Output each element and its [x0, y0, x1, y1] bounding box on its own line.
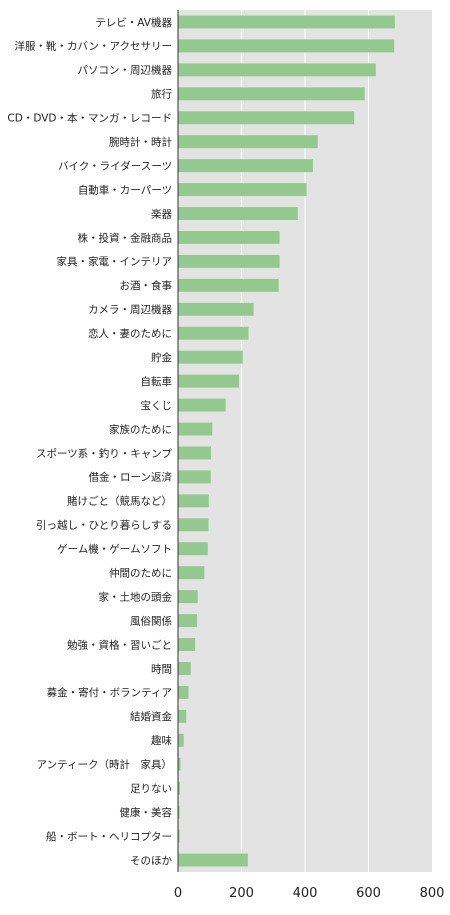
- bar-6: [178, 159, 313, 173]
- bar-10: [178, 254, 280, 268]
- category-label-5: 腕時計・時計: [109, 135, 172, 148]
- bar-34: [178, 829, 180, 843]
- category-label-1: 洋服・靴・カバン・アクセサリー: [15, 40, 173, 53]
- category-label-23: 仲間のために: [109, 566, 172, 579]
- bar-28: [178, 685, 189, 699]
- category-label-11: お酒・食事: [120, 279, 173, 292]
- category-label-13: 恋人・妻のために: [88, 327, 172, 340]
- bar-35: [178, 853, 248, 867]
- category-label-0: テレビ・AV機器: [95, 16, 172, 29]
- bar-20: [178, 494, 209, 508]
- bar-8: [178, 207, 298, 220]
- bar-0: [178, 15, 395, 29]
- category-label-29: 結婚資金: [130, 710, 172, 723]
- category-label-33: 健康・美容: [120, 806, 173, 819]
- bar-16: [178, 398, 226, 412]
- category-label-16: 宝くじ: [141, 399, 173, 412]
- category-label-18: スポーツ系・釣り・キャンプ: [36, 447, 172, 460]
- category-label-30: 趣味: [151, 734, 172, 747]
- category-label-10: 家具・家電・インテリア: [57, 255, 173, 268]
- bar-33: [178, 805, 180, 819]
- bar-29: [178, 709, 187, 723]
- category-label-7: 自動車・カーパーツ: [78, 183, 172, 196]
- bar-22: [178, 542, 208, 556]
- category-label-14: 貯金: [151, 351, 172, 364]
- category-label-24: 家・土地の頭金: [99, 590, 173, 603]
- bar-3: [178, 87, 365, 101]
- bar-27: [178, 662, 191, 675]
- category-label-34: 船・ボート・ヘリコプター: [46, 830, 172, 843]
- category-label-21: 引っ越し・ひとり暮らしする: [36, 519, 172, 532]
- category-label-31: アンティーク（時計 家具）: [37, 758, 172, 771]
- bar-4: [178, 111, 355, 125]
- category-label-8: 楽器: [151, 207, 172, 220]
- bar-24: [178, 590, 198, 604]
- category-label-4: CD・DVD・本・マンガ・レコード: [7, 112, 172, 125]
- category-label-15: 自転車: [141, 375, 173, 388]
- category-label-19: 借金・ローン返済: [89, 471, 173, 484]
- bar-25: [178, 614, 198, 628]
- bar-1: [178, 39, 395, 53]
- category-label-9: 株・投資・金融商品: [78, 231, 173, 244]
- bar-19: [178, 470, 211, 484]
- category-label-17: 家族のために: [109, 423, 172, 436]
- bar-5: [178, 135, 318, 149]
- category-label-6: バイク・ライダースーツ: [58, 159, 172, 172]
- bar-30: [178, 733, 184, 747]
- category-label-2: パソコン・周辺機器: [78, 64, 173, 77]
- bar-13: [178, 326, 249, 340]
- bar-17: [178, 422, 213, 436]
- bar-7: [178, 183, 307, 197]
- x-tick-label-1: 200: [229, 886, 254, 901]
- category-label-3: 旅行: [151, 88, 172, 101]
- bar-21: [178, 518, 209, 532]
- category-label-32: 足りない: [130, 783, 172, 795]
- bar-12: [178, 302, 254, 316]
- bar-9: [178, 231, 280, 244]
- bar-2: [178, 63, 376, 77]
- bar-23: [178, 566, 205, 580]
- category-label-25: 風俗関係: [130, 615, 172, 627]
- bar-18: [178, 446, 212, 460]
- bar-14: [178, 350, 243, 364]
- category-label-12: カメラ・周辺機器: [88, 303, 172, 316]
- x-tick-label-0: 0: [174, 886, 182, 901]
- x-tick-label-2: 400: [293, 886, 318, 901]
- category-label-26: 勉強・資格・習いごと: [67, 638, 172, 651]
- bar-32: [178, 781, 180, 795]
- bar-31: [178, 757, 181, 771]
- category-label-35: そのほか: [130, 855, 172, 867]
- category-label-28: 募金・寄付・ボランティア: [47, 686, 172, 699]
- bar-15: [178, 374, 239, 388]
- category-label-20: 賭けごと（競馬など）: [67, 495, 172, 508]
- category-label-22: ゲーム機・ゲームソフト: [57, 543, 172, 556]
- bar-11: [178, 278, 279, 292]
- x-tick-label-3: 600: [356, 886, 381, 901]
- category-label-27: 時間: [151, 663, 172, 675]
- bar-26: [178, 638, 196, 651]
- x-tick-label-4: 800: [420, 886, 445, 901]
